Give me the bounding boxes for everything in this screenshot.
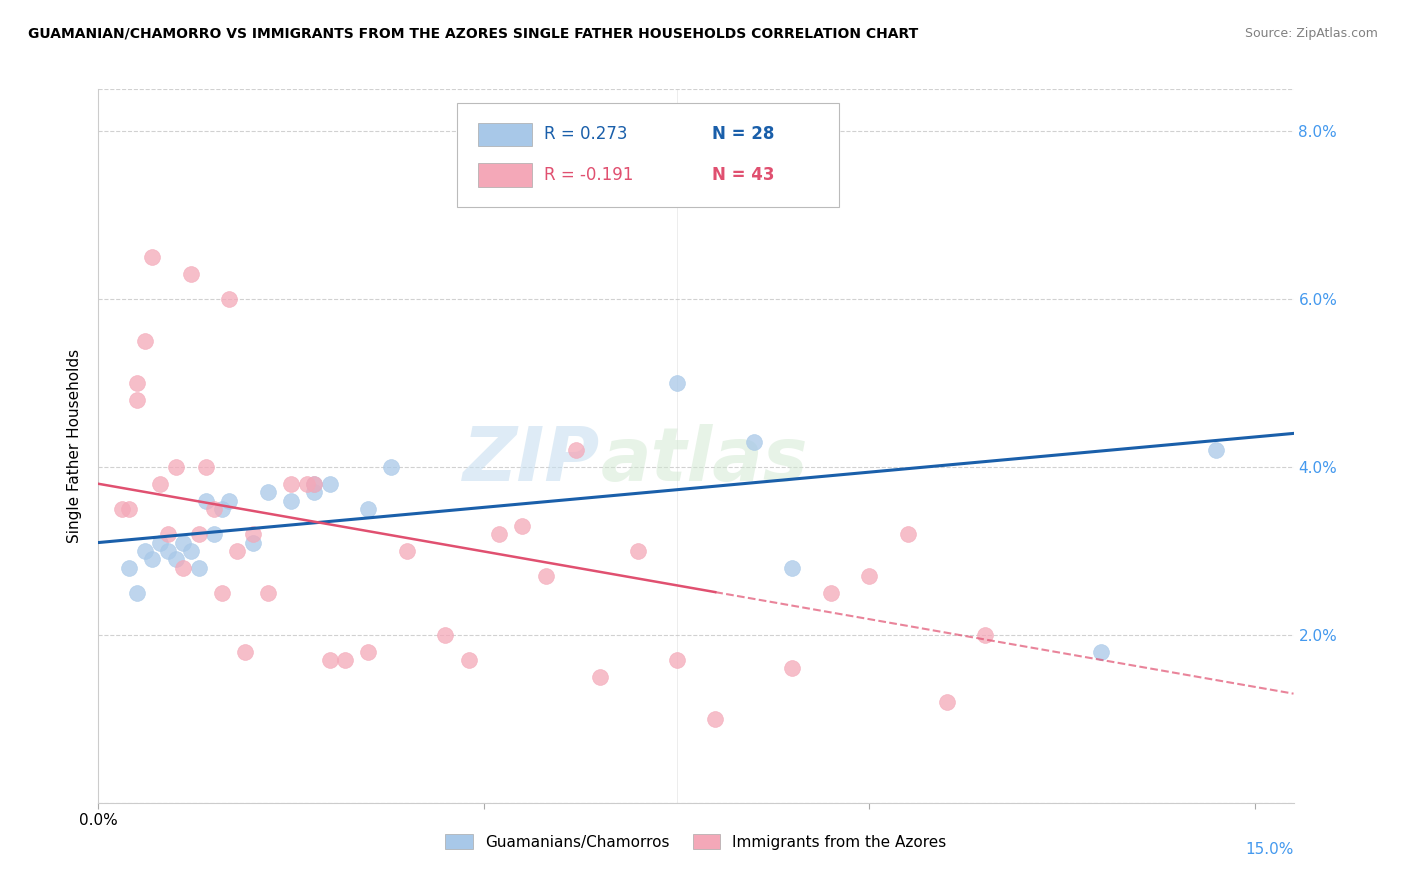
FancyBboxPatch shape — [478, 163, 533, 187]
Point — [380, 460, 402, 475]
Point — [149, 535, 172, 549]
Point — [149, 476, 172, 491]
Point — [125, 586, 148, 600]
Point — [257, 485, 280, 500]
Point — [211, 502, 233, 516]
Point — [118, 502, 141, 516]
Point — [782, 661, 804, 675]
Point — [195, 493, 218, 508]
Point — [233, 645, 256, 659]
Point — [165, 460, 187, 475]
Point — [187, 527, 209, 541]
Point — [782, 560, 804, 574]
Point — [125, 376, 148, 390]
Point — [457, 653, 479, 667]
Text: R = -0.191: R = -0.191 — [544, 166, 634, 184]
Point — [202, 527, 225, 541]
Point — [742, 434, 765, 449]
Point — [156, 544, 179, 558]
Point — [319, 653, 342, 667]
Point — [165, 552, 187, 566]
Text: atlas: atlas — [600, 424, 808, 497]
Point — [125, 392, 148, 407]
Point — [820, 586, 842, 600]
Point — [156, 527, 179, 541]
Point — [187, 560, 209, 574]
Point — [395, 544, 418, 558]
Point — [665, 653, 688, 667]
Point — [1205, 443, 1227, 458]
Point — [226, 544, 249, 558]
Point — [357, 502, 380, 516]
Text: N = 28: N = 28 — [711, 125, 773, 143]
Point — [935, 695, 957, 709]
Point — [218, 292, 240, 306]
Point — [357, 645, 380, 659]
Text: R = 0.273: R = 0.273 — [544, 125, 627, 143]
Point — [295, 476, 318, 491]
Point — [304, 485, 326, 500]
Text: N = 43: N = 43 — [711, 166, 775, 184]
Point — [141, 552, 163, 566]
Point — [534, 569, 557, 583]
Point — [434, 628, 457, 642]
Point — [858, 569, 880, 583]
Point — [180, 544, 202, 558]
Point — [319, 476, 342, 491]
Text: Source: ZipAtlas.com: Source: ZipAtlas.com — [1244, 27, 1378, 40]
Point — [665, 376, 688, 390]
Point — [488, 527, 510, 541]
Point — [974, 628, 997, 642]
Point — [512, 518, 534, 533]
Point — [172, 560, 194, 574]
Point — [704, 712, 727, 726]
Point — [211, 586, 233, 600]
Point — [202, 502, 225, 516]
Point — [565, 443, 588, 458]
Text: 15.0%: 15.0% — [1246, 842, 1294, 857]
Point — [627, 544, 650, 558]
Point — [141, 250, 163, 264]
Point — [180, 267, 202, 281]
Point — [280, 476, 302, 491]
Text: ZIP: ZIP — [463, 424, 600, 497]
Point — [257, 586, 280, 600]
Point — [242, 535, 264, 549]
Point — [110, 502, 132, 516]
FancyBboxPatch shape — [457, 103, 839, 207]
Point — [242, 527, 264, 541]
Point — [304, 476, 326, 491]
FancyBboxPatch shape — [478, 123, 533, 146]
Point — [588, 670, 610, 684]
Point — [897, 527, 920, 541]
Point — [280, 493, 302, 508]
Text: GUAMANIAN/CHAMORRO VS IMMIGRANTS FROM THE AZORES SINGLE FATHER HOUSEHOLDS CORREL: GUAMANIAN/CHAMORRO VS IMMIGRANTS FROM TH… — [28, 27, 918, 41]
Point — [134, 544, 156, 558]
Point — [550, 191, 572, 205]
Point — [118, 560, 141, 574]
Point — [304, 476, 326, 491]
Point — [218, 493, 240, 508]
Point — [333, 653, 356, 667]
Point — [1090, 645, 1112, 659]
Point — [172, 535, 194, 549]
Y-axis label: Single Father Households: Single Father Households — [67, 349, 83, 543]
Point — [195, 460, 218, 475]
Legend: Guamanians/Chamorros, Immigrants from the Azores: Guamanians/Chamorros, Immigrants from th… — [439, 828, 953, 855]
Point — [134, 334, 156, 348]
